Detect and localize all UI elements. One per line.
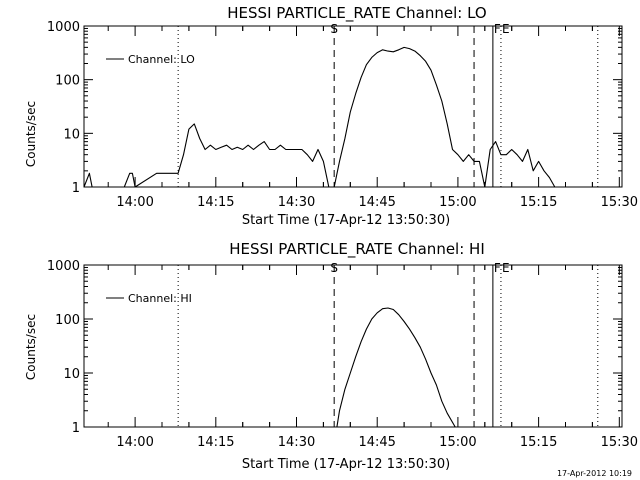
y-tick-label-hi: 1 — [72, 421, 80, 436]
marker-label-lo: S — [330, 22, 338, 36]
y-axis-label-hi: Counts/sec — [24, 314, 38, 380]
footer-timestamp: 17-Apr-2012 10:19 — [556, 469, 632, 478]
plot-frame-lo — [83, 25, 623, 188]
x-tick-label-hi: 15:00 — [439, 435, 476, 450]
x-tick-label-lo: 15:00 — [439, 195, 476, 210]
y-tick-label-hi: 1000 — [47, 259, 80, 274]
chart-panel-lo: HESSI PARTICLE_RATE Channel: LO Counts/s… — [24, 4, 638, 228]
chart-title-hi: HESSI PARTICLE_RATE Channel: HI — [229, 240, 485, 259]
y-tick-label-lo: 1 — [72, 181, 80, 196]
x-tick-label-hi: 14:15 — [197, 435, 234, 450]
series-line-hi — [336, 307, 456, 428]
marker-label-hi: S — [330, 261, 338, 275]
y-tick-label-lo: 1000 — [47, 20, 80, 35]
y-tick-label-hi: 100 — [55, 313, 80, 328]
x-tick-label-hi: 14:00 — [116, 435, 153, 450]
marker-label-lo: E — [502, 22, 510, 36]
x-tick-label-lo: 14:45 — [358, 195, 395, 210]
chart-panel-hi: HESSI PARTICLE_RATE Channel: HI Counts/s… — [24, 240, 638, 472]
marker-label-hi: E — [502, 261, 510, 275]
x-tick-label-lo: 15:30 — [601, 195, 638, 210]
legend-label-lo: Channel: LO — [128, 53, 195, 66]
x-tick-label-hi: 14:45 — [358, 435, 395, 450]
x-axis-label-lo: Start Time (17-Apr-12 13:50:30) — [242, 213, 450, 228]
x-tick-label-hi: 15:30 — [601, 435, 638, 450]
x-axis-label-hi: Start Time (17-Apr-12 13:50:30) — [242, 457, 450, 472]
x-tick-label-hi: 14:30 — [278, 435, 315, 450]
y-tick-label-lo: 100 — [55, 74, 80, 89]
plot-area-hi: 1 10 100 1000 14:00 14:15 14:30 14:45 15:00 15:15… — [47, 259, 638, 450]
x-tick-label-hi: 15:15 — [520, 435, 557, 450]
marker-label-lo: F — [494, 22, 501, 36]
x-tick-label-lo: 14:30 — [278, 195, 315, 210]
plot-area-lo: 1 10 100 1000 14:00 14:15 14:30 14:45 15:00 15:15… — [47, 20, 638, 210]
legend-hi: Channel: HI — [106, 292, 192, 305]
marker-label-hi: F — [494, 261, 501, 275]
x-tick-label-lo: 14:00 — [116, 195, 153, 210]
x-tick-label-lo: 14:15 — [197, 195, 234, 210]
y-axis-label-lo: Counts/sec — [24, 101, 38, 167]
chart-title-lo: HESSI PARTICLE_RATE Channel: LO — [227, 4, 486, 23]
y-tick-label-hi: 10 — [63, 367, 80, 382]
y-tick-label-lo: 10 — [63, 127, 80, 142]
plot-frame-hi — [83, 264, 623, 428]
legend-lo: Channel: LO — [106, 53, 195, 66]
series-line-lo — [83, 46, 556, 188]
x-tick-label-lo: 15:15 — [520, 195, 557, 210]
legend-label-hi: Channel: HI — [128, 292, 192, 305]
